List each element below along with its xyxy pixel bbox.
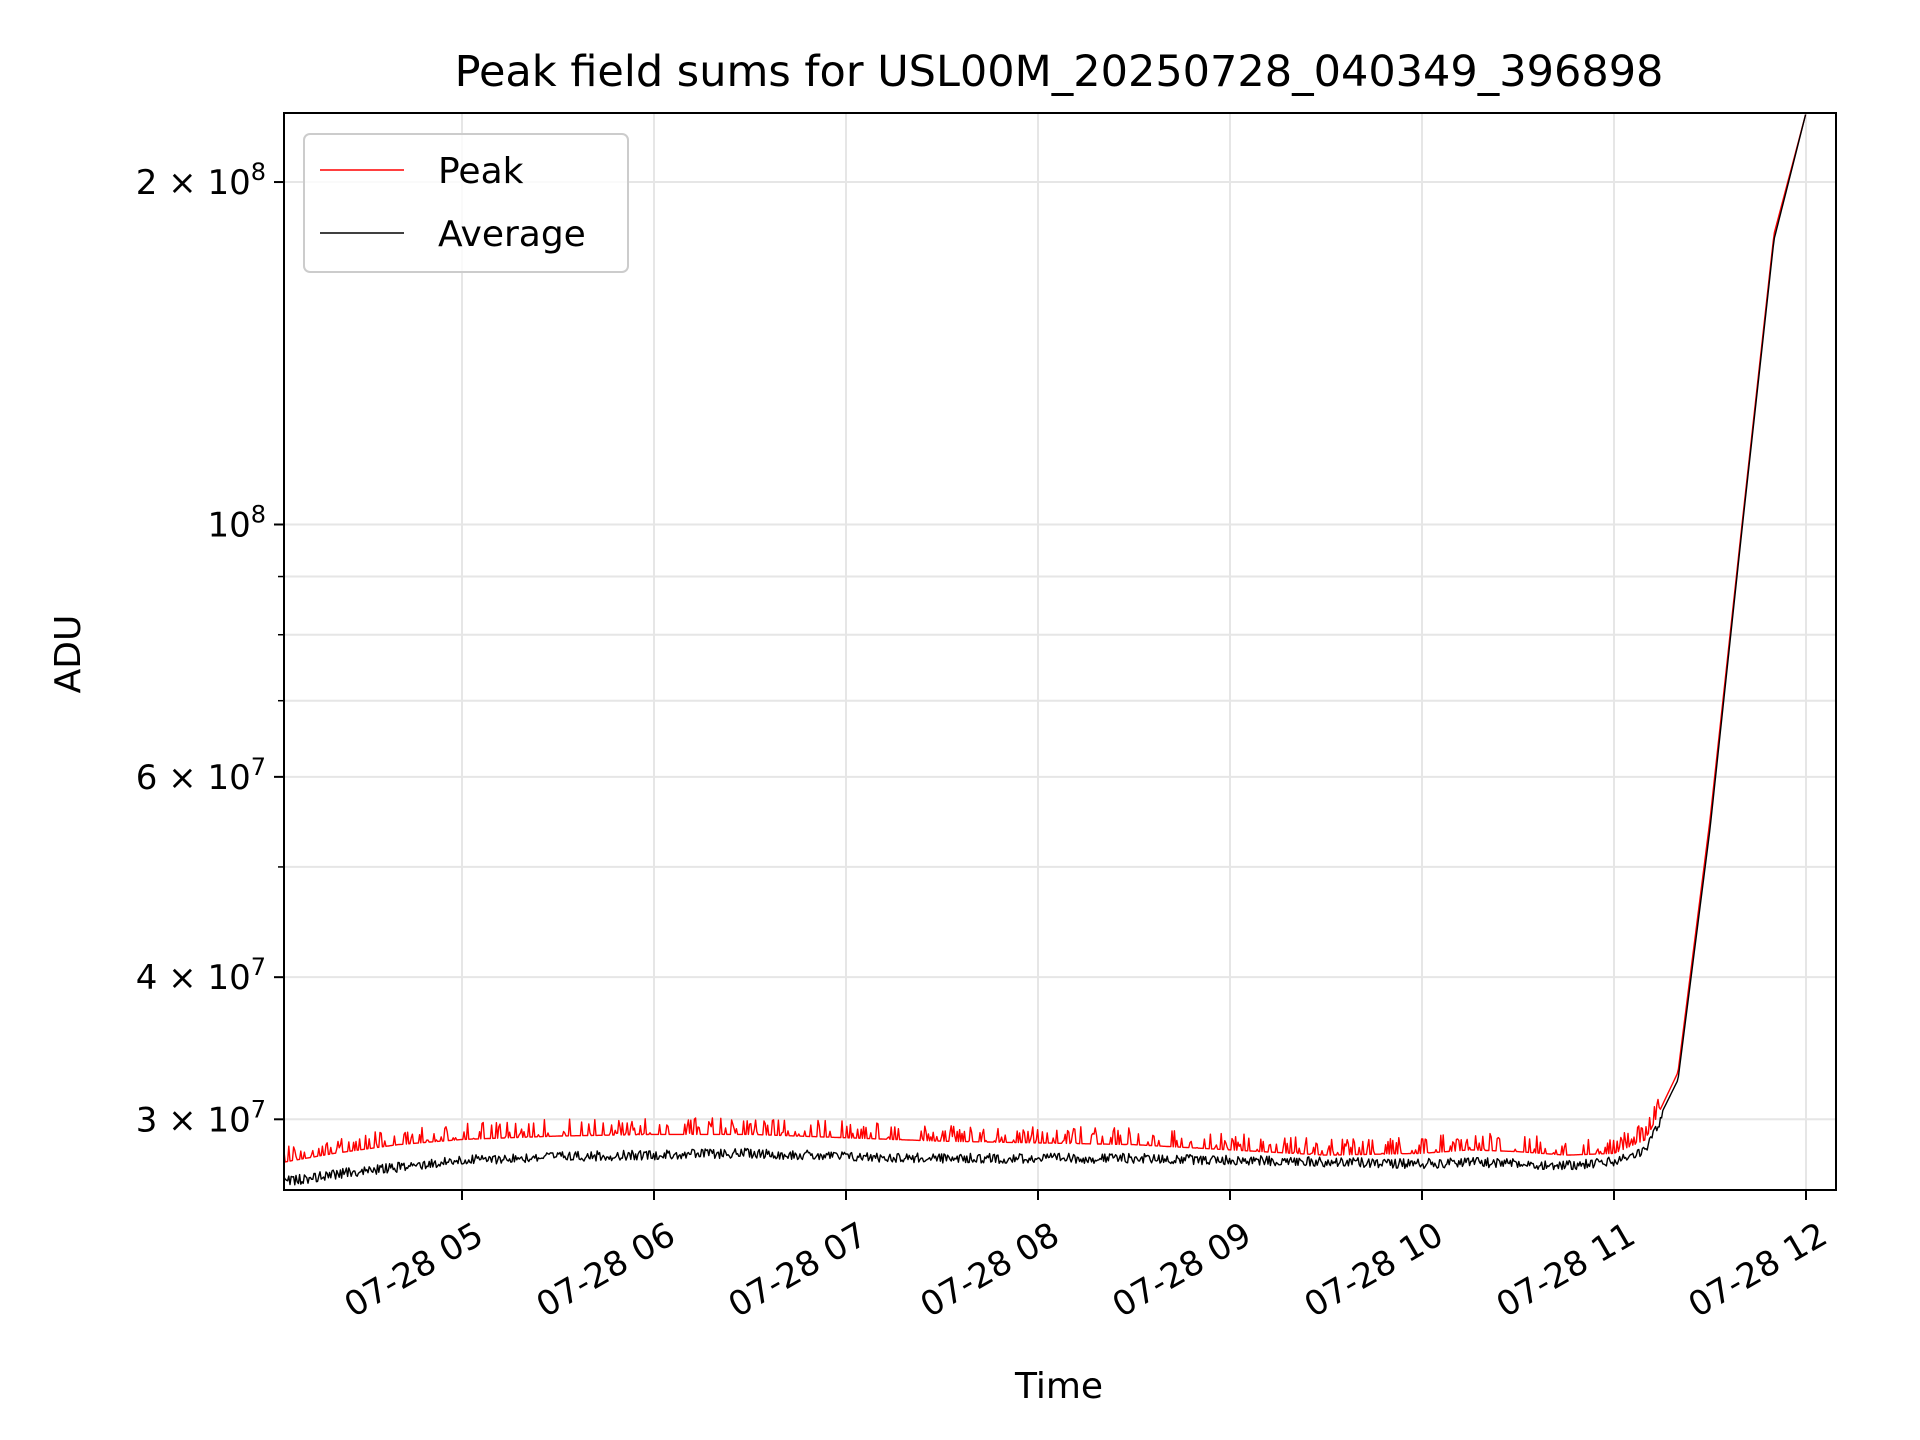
series-lines — [284, 114, 1807, 1186]
series-line-peak — [284, 114, 1807, 1163]
legend-average-label: Average — [438, 214, 586, 255]
chart-title: Peak field sums for USL00M_20250728_0403… — [455, 47, 1664, 97]
y-tick-label: 4 × 107 — [136, 953, 266, 998]
y-tick-label: 3 × 107 — [136, 1095, 266, 1140]
series-line-average — [284, 114, 1807, 1186]
y-tick-label: 2 × 108 — [136, 158, 266, 203]
legend-frame — [303, 133, 629, 273]
legend: Peak Average — [303, 133, 629, 273]
plot-frame — [283, 112, 1837, 1191]
grid — [284, 113, 1836, 1190]
y-tick-label: 6 × 107 — [136, 753, 266, 798]
legend-peak-label: Peak — [438, 151, 524, 192]
y-axis-label: ADU — [48, 615, 89, 694]
x-axis-label: Time — [1014, 1366, 1103, 1407]
y-tick-label: 108 — [207, 500, 266, 545]
